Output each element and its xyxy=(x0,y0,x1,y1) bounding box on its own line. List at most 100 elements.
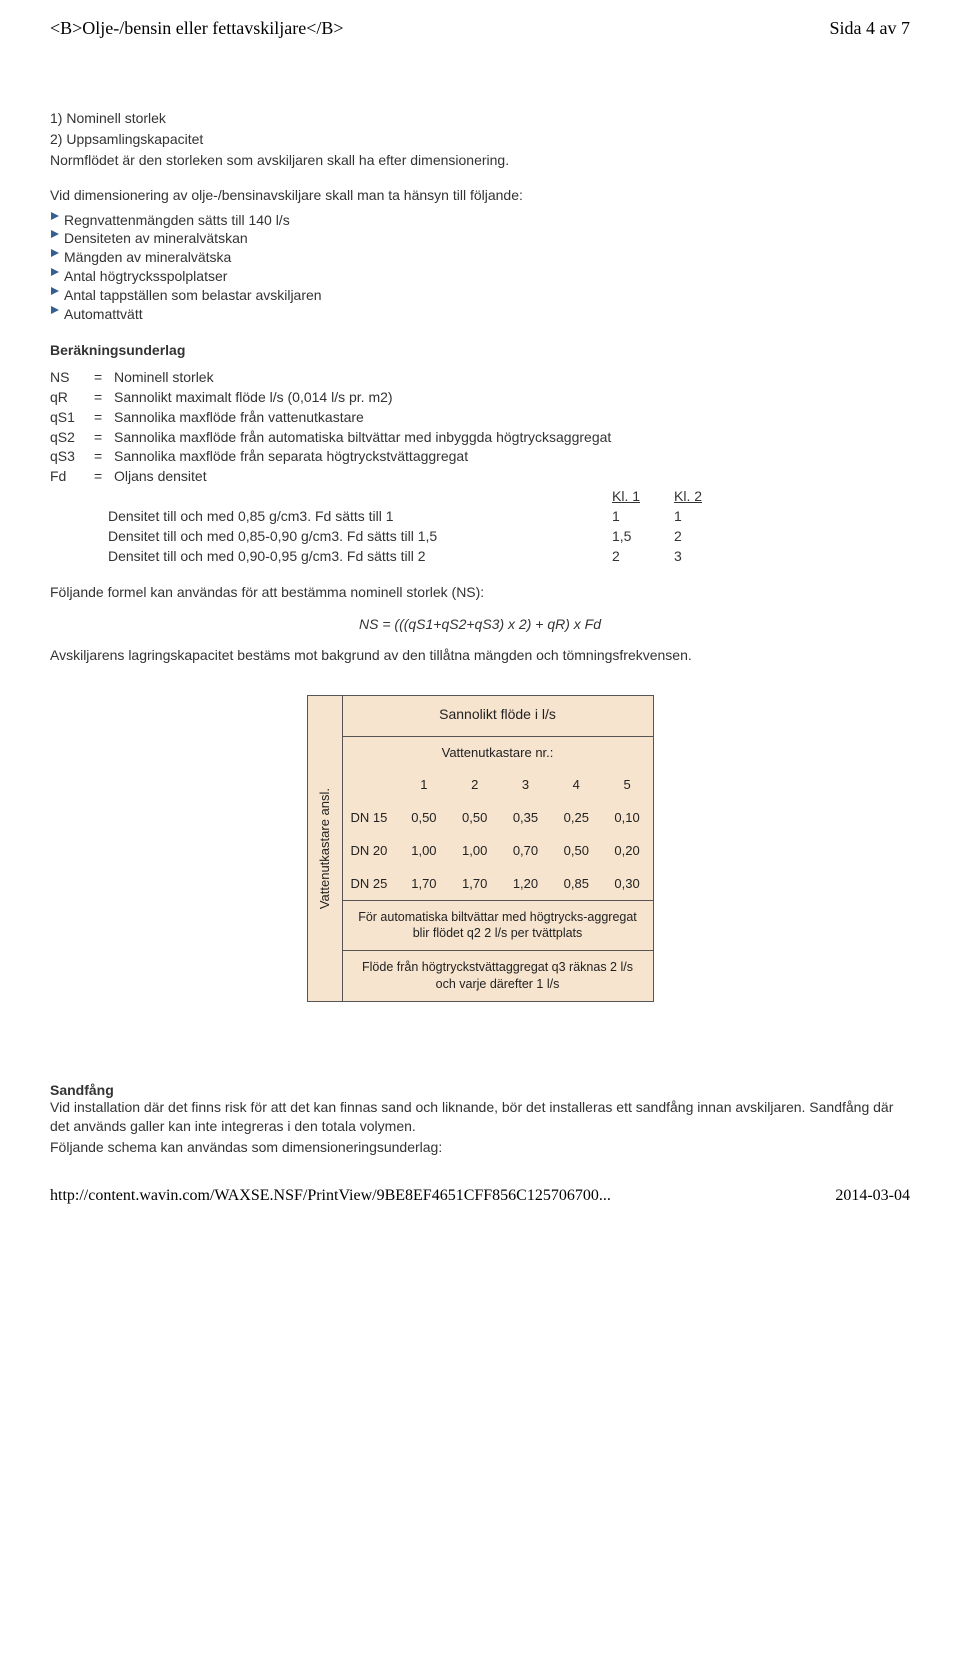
flow-table-note-1: För automatiska biltvättar med högtrycks… xyxy=(343,900,653,951)
bullet-icon xyxy=(50,211,64,221)
density-label: Densitet till och med 0,85 g/cm3. Fd sät… xyxy=(108,507,612,527)
consider-item: Antal tappställen som belastar avskiljar… xyxy=(50,286,910,305)
def-text: Sannolikt maximalt flöde l/s (0,014 l/s … xyxy=(114,388,617,408)
density-row: Densitet till och med 0,85-0,90 g/cm3. F… xyxy=(108,527,736,547)
flow-cell: 0,25 xyxy=(551,801,602,834)
flow-cell: 1,00 xyxy=(399,834,450,867)
density-c1: 1 xyxy=(612,507,674,527)
density-row: Densitet till och med 0,90-0,95 g/cm3. F… xyxy=(108,547,736,567)
flow-col-head: 3 xyxy=(500,768,551,801)
def-text: Oljans densitet xyxy=(114,467,617,487)
density-col1-head: Kl. 1 xyxy=(612,487,674,507)
flow-row-head: DN 20 xyxy=(343,834,399,867)
flow-cell: 0,50 xyxy=(449,801,500,834)
def-text: Nominell storlek xyxy=(114,368,617,388)
def-symbol: NS xyxy=(50,368,94,388)
bullet-text: Antal högtrycksspolplatser xyxy=(64,267,227,286)
bullet-icon xyxy=(50,305,64,315)
capacity-note: Avskiljarens lagringskapacitet bestäms m… xyxy=(50,646,910,665)
def-symbol: qS3 xyxy=(50,447,94,467)
consider-item: Densiteten av mineralvätskan xyxy=(50,229,910,248)
flow-cell: 0,85 xyxy=(551,867,602,900)
density-label: Densitet till och med 0,85-0,90 g/cm3. F… xyxy=(108,527,612,547)
density-c2: 2 xyxy=(674,527,736,547)
formula: NS = (((qS1+qS2+qS3) x 2) + qR) x Fd xyxy=(50,616,910,632)
page-title-raw: <B>Olje-/bensin eller fettavskiljare</B> xyxy=(50,18,344,39)
flow-table-title: Sannolikt flöde i l/s xyxy=(343,696,653,737)
footer-date: 2014-03-04 xyxy=(835,1187,910,1205)
def-text: Sannolika maxflöde från separata högtryc… xyxy=(114,447,617,467)
intro-line-1: 1) Nominell storlek xyxy=(50,109,910,128)
def-symbol: Fd xyxy=(50,467,94,487)
density-label: Densitet till och med 0,90-0,95 g/cm3. F… xyxy=(108,547,612,567)
flow-cell: 1,20 xyxy=(500,867,551,900)
flow-col-head: 5 xyxy=(602,768,653,801)
flow-table-vlabel: Vattenutkastare ansl. xyxy=(308,696,343,1002)
bullet-text: Mängden av mineralvätska xyxy=(64,248,231,267)
density-table: Kl. 1Kl. 2 Densitet till och med 0,85 g/c… xyxy=(108,487,736,567)
bullet-text: Automattvätt xyxy=(64,305,143,324)
def-symbol: qS1 xyxy=(50,408,94,428)
definition-row: Fd=Oljans densitet xyxy=(50,467,617,487)
flow-cell: 0,50 xyxy=(399,801,450,834)
bullet-icon xyxy=(50,267,64,277)
def-eq: = xyxy=(94,368,114,388)
bullet-text: Regnvattenmängden sätts till 140 l/s xyxy=(64,211,290,230)
flow-table-grid: 12345DN 150,500,500,350,250,10DN 201,001… xyxy=(343,768,653,900)
flow-col-head: 2 xyxy=(449,768,500,801)
definition-row: qS3=Sannolika maxflöde från separata hög… xyxy=(50,447,617,467)
intro-line-3: Normflödet är den storleken som avskilja… xyxy=(50,151,910,170)
bullet-icon xyxy=(50,248,64,258)
definition-row: qS1=Sannolika maxflöde från vattenutkast… xyxy=(50,408,617,428)
consider-item: Antal högtrycksspolplatser xyxy=(50,267,910,286)
density-col2-head: Kl. 2 xyxy=(674,487,736,507)
flow-cell: 0,10 xyxy=(602,801,653,834)
def-text: Sannolika maxflöde från automatiska bilt… xyxy=(114,428,617,448)
flow-cell: 1,70 xyxy=(449,867,500,900)
density-c2: 1 xyxy=(674,507,736,527)
density-row: Densitet till och med 0,85 g/cm3. Fd sät… xyxy=(108,507,736,527)
bullet-icon xyxy=(50,286,64,296)
bullet-icon xyxy=(50,229,64,239)
footer-url: http://content.wavin.com/WAXSE.NSF/Print… xyxy=(50,1187,611,1205)
density-c2: 3 xyxy=(674,547,736,567)
bullet-text: Antal tappställen som belastar avskiljar… xyxy=(64,286,322,305)
def-symbol: qS2 xyxy=(50,428,94,448)
consider-lead: Vid dimensionering av olje-/bensinavskil… xyxy=(50,186,910,205)
consider-item: Mängden av mineralvätska xyxy=(50,248,910,267)
flow-cell: 0,70 xyxy=(500,834,551,867)
density-c1: 2 xyxy=(612,547,674,567)
definitions-table: NS=Nominell storlekqR=Sannolikt maximalt… xyxy=(50,368,617,487)
flow-table: Vattenutkastare ansl. Sannolikt flöde i … xyxy=(307,695,654,1003)
def-eq: = xyxy=(94,408,114,428)
flow-cell: 0,30 xyxy=(602,867,653,900)
flow-col-head: 4 xyxy=(551,768,602,801)
sandfang-p1: Vid installation där det finns risk för … xyxy=(50,1098,910,1136)
flow-cell: 0,35 xyxy=(500,801,551,834)
sandfang-p2: Följande schema kan användas som dimensi… xyxy=(50,1138,910,1157)
flow-row-head: DN 25 xyxy=(343,867,399,900)
consider-list: Regnvattenmängden sätts till 140 l/sDens… xyxy=(50,211,910,324)
formula-lead: Följande formel kan användas för att bes… xyxy=(50,583,910,602)
definition-row: NS=Nominell storlek xyxy=(50,368,617,388)
def-eq: = xyxy=(94,428,114,448)
sandfang-title: Sandfång xyxy=(50,1082,910,1098)
consider-item: Regnvattenmängden sätts till 140 l/s xyxy=(50,211,910,230)
def-eq: = xyxy=(94,388,114,408)
calc-heading: Beräkningsunderlag xyxy=(50,342,910,358)
bullet-text: Densiteten av mineralvätskan xyxy=(64,229,248,248)
flow-cell: 1,70 xyxy=(399,867,450,900)
definition-row: qS2=Sannolika maxflöde från automatiska … xyxy=(50,428,617,448)
flow-row-head: DN 15 xyxy=(343,801,399,834)
def-text: Sannolika maxflöde från vattenutkastare xyxy=(114,408,617,428)
def-eq: = xyxy=(94,467,114,487)
flow-table-subtitle: Vattenutkastare nr.: xyxy=(343,737,653,768)
page-number: Sida 4 av 7 xyxy=(830,18,911,39)
flow-table-note-2: Flöde från högtryckstvättaggregat q3 räk… xyxy=(343,950,653,1001)
density-c1: 1,5 xyxy=(612,527,674,547)
definition-row: qR=Sannolikt maximalt flöde l/s (0,014 l… xyxy=(50,388,617,408)
flow-cell: 1,00 xyxy=(449,834,500,867)
flow-cell: 0,50 xyxy=(551,834,602,867)
flow-cell: 0,20 xyxy=(602,834,653,867)
flow-col-head: 1 xyxy=(399,768,450,801)
